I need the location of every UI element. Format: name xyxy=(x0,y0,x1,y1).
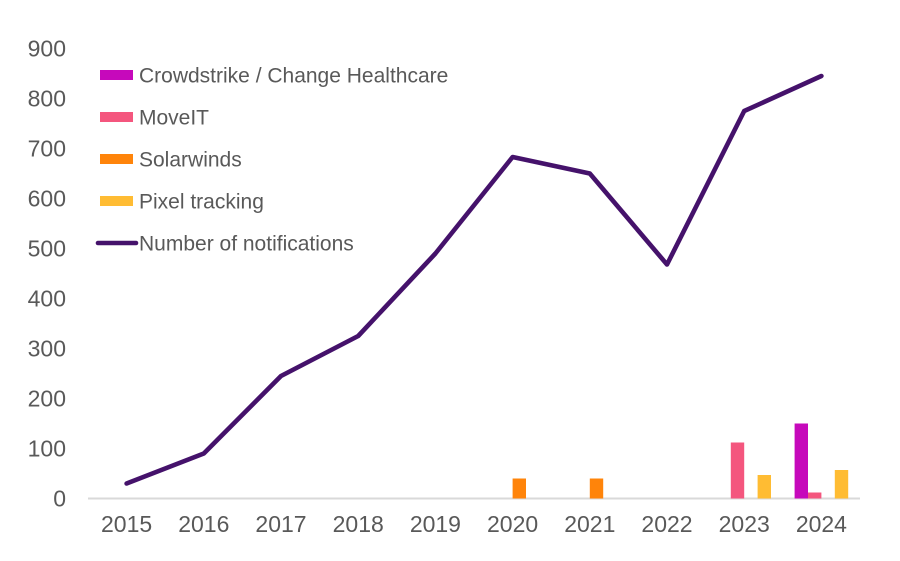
x-axis-tick-label: 2023 xyxy=(719,511,770,537)
x-axis-tick-label: 2021 xyxy=(564,511,615,537)
bar-crowdstrike-change-healthcare xyxy=(794,423,808,499)
legend-swatch xyxy=(100,196,133,206)
bar-solarwinds xyxy=(512,478,526,499)
bar-moveit xyxy=(808,492,822,499)
y-axis-tick-label: 0 xyxy=(53,486,66,512)
x-axis-tick-label: 2019 xyxy=(410,511,461,537)
y-axis-tick-label: 900 xyxy=(28,36,66,62)
y-axis-tick-label: 800 xyxy=(28,86,66,112)
x-axis-tick-label: 2018 xyxy=(333,511,384,537)
legend-label: Number of notifications xyxy=(139,233,354,256)
bar-pixel-tracking xyxy=(834,470,849,499)
y-axis-tick-label: 400 xyxy=(28,286,66,312)
notifications-line xyxy=(124,73,824,486)
legend-swatch xyxy=(100,154,133,164)
bar-pixel-tracking xyxy=(757,475,771,499)
legend-label: MoveIT xyxy=(139,107,209,130)
x-axis-tick-label: 2020 xyxy=(487,511,538,537)
bar-solarwinds xyxy=(589,478,604,499)
legend-label: Crowdstrike / Change Healthcare xyxy=(139,65,448,88)
bar-moveit xyxy=(730,442,745,499)
legend-swatch xyxy=(100,70,133,80)
y-axis-tick-label: 500 xyxy=(28,236,66,262)
legend-label: Pixel tracking xyxy=(139,191,264,214)
y-axis-tick-label: 600 xyxy=(28,186,66,212)
legend-swatch xyxy=(100,112,133,122)
x-axis-tick-label: 2015 xyxy=(101,511,152,537)
y-axis-tick-label: 300 xyxy=(28,336,66,362)
y-axis-tick-label: 200 xyxy=(28,386,66,412)
y-axis-tick-label: 700 xyxy=(28,136,66,162)
x-axis-tick-label: 2016 xyxy=(178,511,229,537)
x-axis-tick-label: 2017 xyxy=(255,511,306,537)
x-axis-tick-label: 2024 xyxy=(796,511,847,537)
x-axis-tick-label: 2022 xyxy=(641,511,692,537)
legend-label: Solarwinds xyxy=(139,149,242,172)
y-axis-tick-label: 100 xyxy=(28,436,66,462)
